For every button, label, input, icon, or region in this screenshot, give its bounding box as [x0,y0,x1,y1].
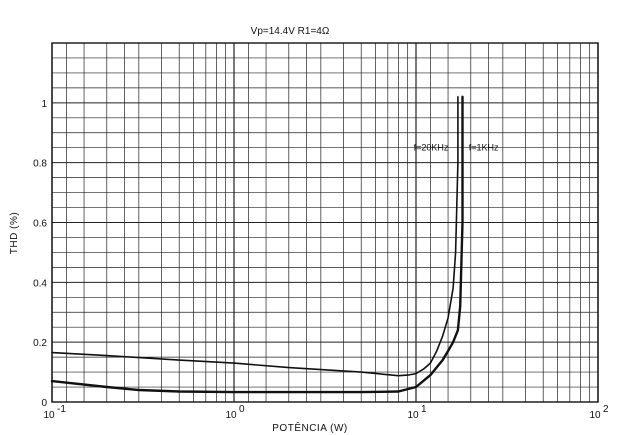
curve-label: f=20KHz [414,143,449,153]
x-tick-base: 10 [43,410,55,421]
x-axis-label: POTÊNCIA (W) [272,421,347,434]
x-tick-label: 102 [589,404,609,421]
curve-label: f=1KHz [469,143,499,153]
x-tick-exponent: 2 [603,404,609,415]
x-tick-base: 10 [225,410,237,421]
x-tick-exponent: 1 [421,404,427,415]
x-tick-label: 100 [225,404,245,421]
curve-labels: f=20KHz f=1KHz [414,143,499,153]
y-tick-label: 0.2 [33,338,47,349]
plot-frame [51,42,599,403]
y-tick-label: 0 [41,398,47,409]
y-axis-label: THD (%) [9,212,20,254]
y-tick-label: 1 [41,99,47,110]
curves [50,95,464,394]
y-tick-labels: 0 0.2 0.4 0.6 0.8 1 [33,99,47,409]
y-tick-label: 0.8 [33,159,47,170]
x-tick-label: 10-1 [43,404,66,421]
grid [51,42,599,403]
y-tick-label: 0.6 [33,219,47,230]
y-tick-label: 0.4 [33,278,47,289]
x-tick-base: 10 [589,410,601,421]
x-tick-exponent: -1 [57,404,66,415]
curve-f-1khz [50,95,464,394]
curve-f-20khz [51,96,459,377]
x-tick-base: 10 [407,410,419,421]
x-tick-exponent: 0 [239,404,245,415]
chart-title: Vp=14.4V R1=4Ω [251,26,330,37]
x-tick-label: 101 [407,404,427,421]
